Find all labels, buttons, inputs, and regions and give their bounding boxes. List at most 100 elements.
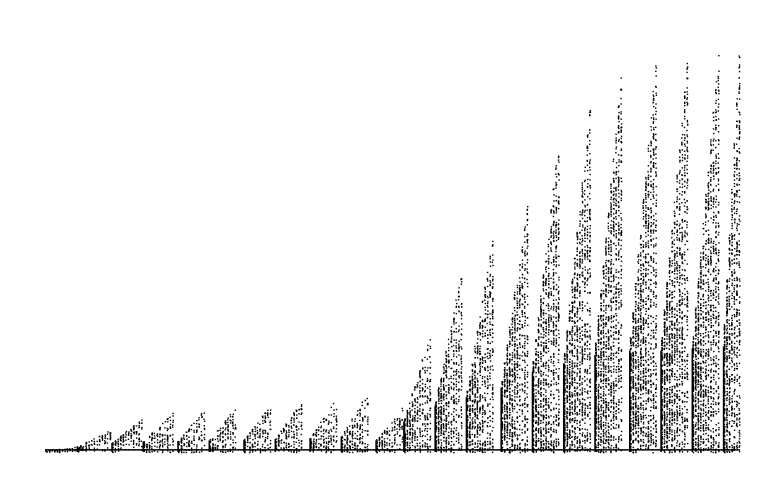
data-point	[503, 369, 506, 371]
data-point	[550, 390, 552, 392]
data-point	[486, 295, 489, 298]
data-point	[85, 446, 88, 448]
data-point	[476, 442, 479, 445]
data-point	[196, 426, 198, 428]
data-point	[361, 450, 364, 452]
data-point	[394, 427, 396, 429]
data-point	[468, 431, 471, 434]
data-point	[451, 333, 453, 335]
data-point	[469, 412, 472, 415]
data-point	[154, 441, 156, 444]
data-point	[526, 396, 528, 398]
data-point	[414, 410, 416, 413]
data-point	[227, 430, 229, 432]
data-point	[526, 355, 529, 358]
data-point	[404, 451, 406, 454]
data-point	[484, 392, 486, 394]
data-point	[435, 448, 437, 450]
data-point	[477, 427, 479, 430]
data-point	[514, 332, 516, 334]
data-point	[442, 366, 445, 368]
data-point	[489, 283, 491, 286]
data-point	[545, 448, 547, 450]
data-point	[281, 439, 283, 441]
data-point	[224, 439, 227, 441]
data-point	[524, 366, 526, 369]
data-point	[467, 448, 469, 451]
data-point	[376, 451, 378, 454]
data-point	[234, 428, 236, 430]
data-point	[224, 446, 226, 448]
data-point	[504, 450, 506, 452]
data-point	[429, 355, 431, 358]
data-point	[164, 421, 167, 423]
data-point	[450, 436, 452, 439]
data-point	[161, 438, 164, 441]
data-point	[509, 449, 511, 451]
data-point	[209, 441, 211, 444]
data-point	[453, 427, 455, 430]
data-point	[460, 311, 463, 314]
data-point	[487, 421, 489, 424]
data-point	[91, 444, 93, 446]
data-point	[550, 277, 552, 279]
data-point	[557, 293, 560, 295]
data-point	[172, 424, 174, 426]
data-point	[249, 450, 251, 452]
data-point	[543, 388, 545, 390]
data-point	[71, 448, 74, 450]
data-point	[545, 319, 547, 321]
data-point	[453, 374, 455, 377]
data-point	[162, 422, 164, 425]
data-point	[553, 236, 555, 238]
data-point	[545, 445, 547, 447]
data-point	[526, 268, 528, 270]
data-point	[411, 420, 414, 422]
data-point	[135, 442, 138, 445]
data-point	[550, 450, 553, 452]
data-point	[491, 420, 494, 423]
data-point	[330, 441, 332, 443]
data-point	[426, 377, 429, 380]
data-point	[317, 449, 320, 451]
data-point	[404, 439, 406, 442]
data-point	[471, 363, 473, 366]
data-point	[93, 442, 95, 445]
data-point	[460, 413, 463, 415]
data-point	[232, 433, 234, 435]
data-point	[419, 387, 421, 389]
data-point	[442, 436, 445, 439]
data-point	[476, 353, 478, 355]
data-point	[513, 355, 516, 357]
data-point	[440, 402, 443, 405]
data-point	[169, 426, 172, 428]
data-point	[509, 396, 511, 398]
data-point	[532, 377, 535, 379]
data-point	[469, 450, 471, 452]
data-point	[506, 380, 509, 383]
data-point	[472, 409, 474, 412]
data-point	[474, 413, 476, 415]
data-point	[476, 409, 479, 411]
data-point	[285, 437, 288, 439]
data-point	[504, 384, 506, 387]
data-point	[552, 223, 555, 226]
data-point	[262, 429, 264, 431]
data-point	[244, 441, 247, 444]
data-point	[508, 362, 511, 364]
data-point	[364, 449, 366, 451]
data-point	[469, 380, 471, 382]
data-point	[548, 407, 550, 409]
data-point	[256, 431, 259, 434]
data-point	[460, 443, 462, 446]
data-point	[508, 409, 511, 411]
data-point	[469, 394, 471, 396]
data-point	[453, 321, 455, 323]
data-point	[414, 449, 416, 451]
data-point	[421, 389, 424, 392]
data-point	[479, 393, 482, 396]
data-point	[445, 415, 448, 417]
data-point	[476, 433, 479, 435]
data-point	[295, 425, 297, 428]
data-point	[553, 352, 555, 355]
